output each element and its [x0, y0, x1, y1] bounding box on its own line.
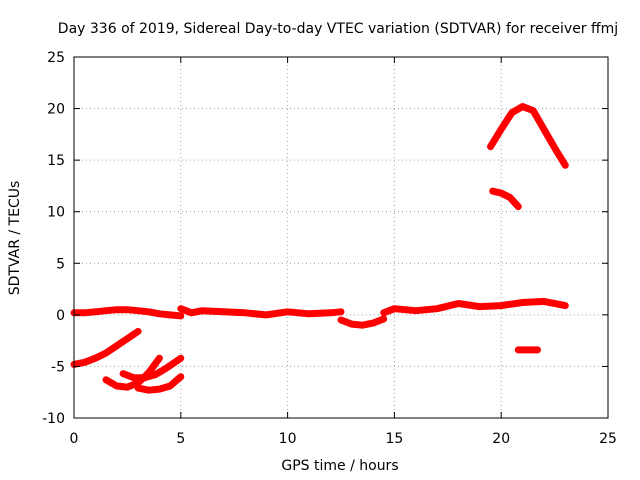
x-tick-label: 10: [279, 431, 297, 447]
axis-ticks: [73, 56, 609, 419]
y-tick-label: 5: [56, 256, 65, 272]
y-tick-labels: -10 -5 0 5 10 15 20 25: [42, 50, 65, 427]
series-arc-baseline-c: [337, 315, 388, 329]
x-tick-label: 0: [70, 431, 79, 447]
y-tick-label: -10: [42, 411, 65, 427]
y-tick-label: 15: [47, 153, 65, 169]
series-arc-peak: [487, 103, 569, 169]
y-tick-label: 0: [56, 308, 65, 324]
x-tick-label: 20: [492, 431, 510, 447]
y-tick-label: 25: [47, 50, 65, 66]
series-arc-neg-1: [70, 327, 142, 368]
y-tick-label: 20: [47, 102, 65, 118]
x-tick-label: 5: [176, 431, 185, 447]
series-arc-baseline-b: [177, 305, 345, 319]
x-axis-label: GPS time / hours: [281, 458, 398, 474]
plot-frame: [73, 56, 609, 419]
series-arc-neg-3: [119, 354, 185, 382]
series-arc-twelve: [489, 187, 522, 211]
series-arc-baseline-a: [70, 306, 185, 320]
y-tick-label: 10: [47, 205, 65, 221]
x-tick-labels: 0 5 10 15 20 25: [70, 431, 617, 447]
x-tick-label: 25: [599, 431, 617, 447]
x-tick-label: 15: [385, 431, 403, 447]
series-arc-neg-4: [134, 373, 185, 394]
series-arc-baseline-d: [380, 297, 569, 317]
chart-title: Day 336 of 2019, Sidereal Day-to-day VTE…: [58, 21, 618, 37]
y-tick-label: -5: [51, 359, 65, 375]
y-axis-label: SDTVAR / TECUs: [7, 181, 23, 296]
series-arc-neg-2: [102, 354, 163, 391]
series-layer: [70, 103, 569, 394]
